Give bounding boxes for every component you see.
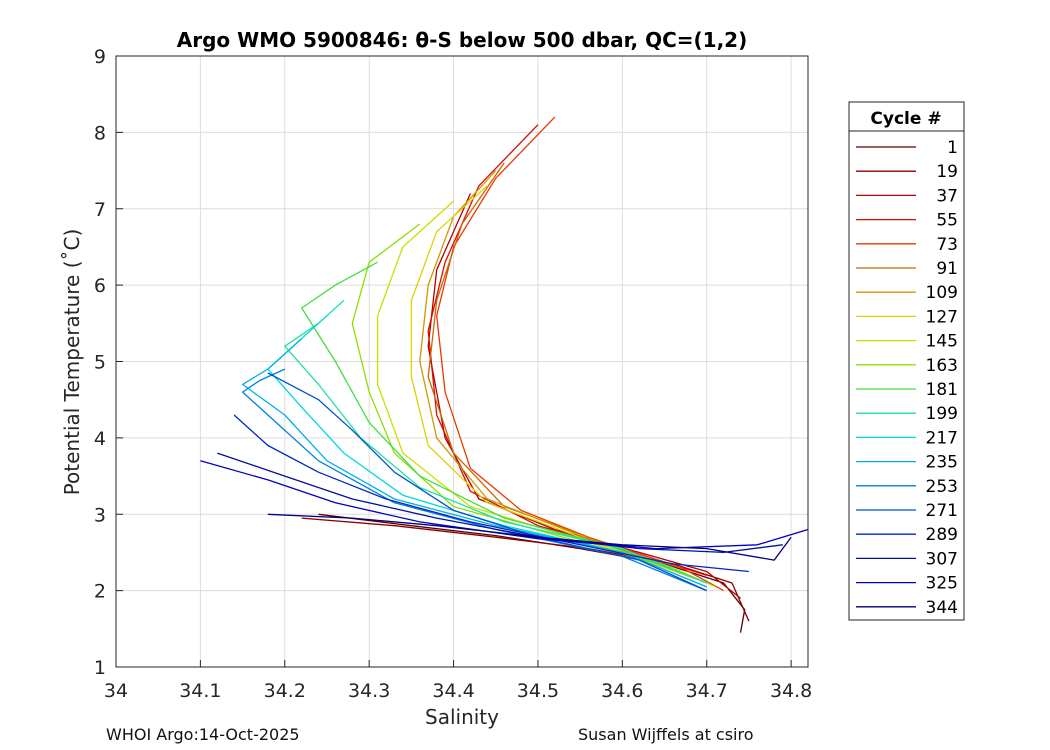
x-tick-label: 34.7 [686,680,728,702]
footer-attribution: Susan Wijffels at csiro [578,725,754,744]
x-tick-label: 34.6 [601,680,643,702]
series-line-cycle-109 [419,170,674,569]
x-tick-label: 34.8 [770,680,812,702]
legend-label-181: 181 [926,380,958,400]
legend-label-127: 127 [926,307,958,327]
chart-title: Argo WMO 5900846: θ-S below 500 dbar, QC… [177,28,747,52]
y-tick-label: 2 [94,581,106,603]
legend-label-344: 344 [926,598,958,618]
legend-entries: 1 19 37 55 73 91 109 127 145 163 181 199 217 235 253 27… [856,138,958,618]
series-layer [200,116,809,633]
y-tick-label: 6 [94,275,106,297]
y-tick-label: 4 [94,428,106,450]
x-tick-label: 34.1 [179,680,221,702]
series-line-cycle-73 [436,116,724,592]
series-line-cycle-271 [267,372,707,592]
y-tick-label: 1 [94,657,106,679]
y-axis-label: Potential Temperature (˚C) [60,229,84,496]
footer-source: WHOI Argo:14-Oct-2025 [106,725,300,744]
series-line-cycle-181 [301,261,699,580]
x-tick-label: 34.3 [348,680,390,702]
x-tick-label: 34.4 [432,680,474,702]
series-line-cycle-91 [427,162,674,569]
legend-label-109: 109 [926,283,958,303]
legend-label-73: 73 [936,235,958,255]
legend-label-307: 307 [926,549,958,569]
legend-label-145: 145 [926,332,958,352]
y-tick-label: 9 [94,46,106,68]
legend-label-37: 37 [936,186,958,206]
y-tick-label: 7 [94,199,106,221]
legend: Cycle # 1 19 37 55 73 91 109 127 145 163 181 199 217… [848,101,965,621]
x-tick-label: 34.2 [264,680,306,702]
legend-label-217: 217 [926,428,958,448]
series-line-cycle-235 [241,338,707,588]
legend-title: Cycle # [870,109,941,129]
legend-label-289: 289 [926,525,958,545]
legend-label-55: 55 [936,211,958,231]
y-tick-label: 3 [94,504,106,526]
y-tick-label: 8 [94,122,106,144]
x-tick-label: 34.5 [517,680,559,702]
legend-label-253: 253 [926,477,958,497]
legend-label-325: 325 [926,574,958,594]
legend-label-199: 199 [926,404,958,424]
legend-label-163: 163 [926,356,958,376]
series-line-cycle-289 [233,414,749,573]
x-tick-label: 34 [104,680,128,702]
legend-label-271: 271 [926,501,958,521]
series-line-cycle-344 [267,513,792,561]
legend-label-1: 1 [947,138,958,158]
legend-label-19: 19 [936,162,958,182]
legend-label-91: 91 [936,259,958,279]
series-line-cycle-163 [351,223,674,569]
x-axis-label: Salinity [425,705,499,729]
axis-ticks: 34 34.1 34.2 34.3 34.4 34.5 34.6 34.7 34.8123456… [94,46,812,702]
series-line-cycle-307 [217,452,783,554]
legend-label-235: 235 [926,453,958,473]
y-tick-label: 5 [94,352,106,374]
